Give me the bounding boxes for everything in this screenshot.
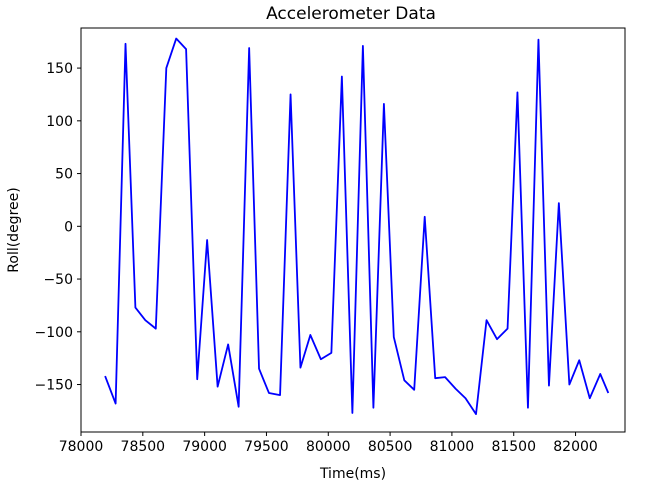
x-tick-label: 78500 bbox=[121, 439, 166, 455]
x-tick-label: 81500 bbox=[491, 439, 536, 455]
x-axis-label: Time(ms) bbox=[319, 466, 386, 482]
x-tick-label: 80500 bbox=[368, 439, 413, 455]
y-tick-label: −50 bbox=[43, 272, 73, 288]
y-tick-label: −150 bbox=[35, 378, 73, 394]
plot-frame bbox=[80, 27, 626, 433]
series-line-0 bbox=[104, 37, 610, 415]
x-tick-label: 82000 bbox=[553, 439, 598, 455]
x-tick-label: 81000 bbox=[430, 439, 475, 455]
y-axis-label: Roll(degree) bbox=[6, 187, 22, 272]
x-tick-label: 79000 bbox=[182, 439, 227, 455]
x-tick-label: 79500 bbox=[244, 439, 289, 455]
x-tick-label: 80000 bbox=[306, 439, 351, 455]
y-tick-label: −100 bbox=[35, 325, 73, 341]
y-tick-label: 100 bbox=[46, 114, 73, 130]
y-tick-label: 50 bbox=[55, 167, 73, 183]
y-tick-label: 0 bbox=[64, 219, 73, 235]
x-tick-label: 78000 bbox=[59, 439, 104, 455]
chart-title: Accelerometer Data bbox=[266, 4, 436, 24]
y-tick-label: 150 bbox=[46, 61, 73, 77]
